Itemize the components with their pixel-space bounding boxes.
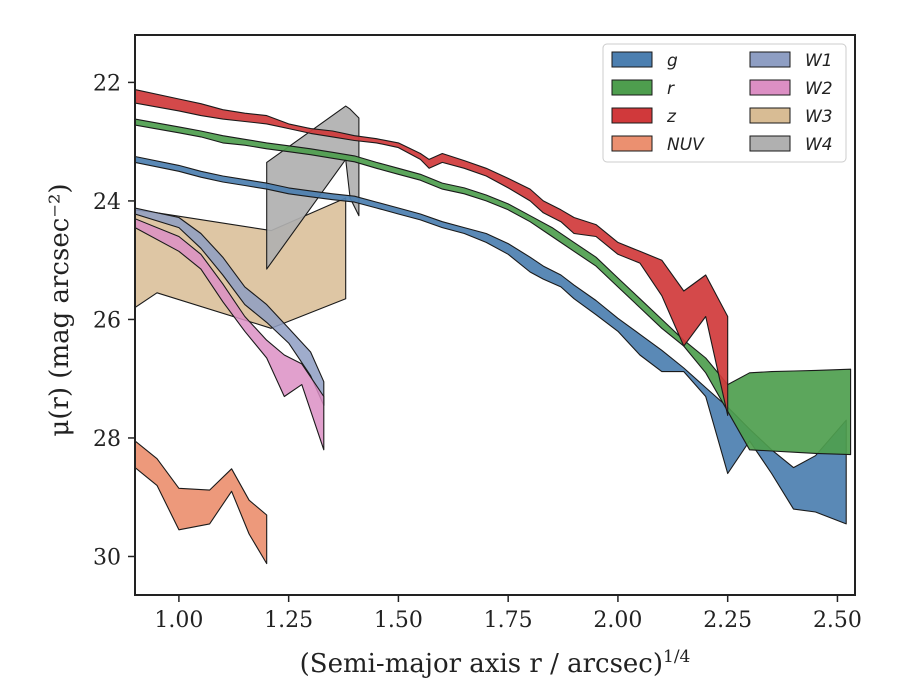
legend-box bbox=[602, 43, 847, 163]
legend-label-w4: W4 bbox=[805, 135, 833, 155]
x-tick-label: 1.50 bbox=[374, 608, 423, 633]
x-tick-label: 1.25 bbox=[264, 608, 313, 633]
y-tick-label: 24 bbox=[93, 190, 121, 215]
band-nuv bbox=[135, 440, 268, 565]
legend-swatch-z bbox=[611, 107, 653, 124]
x-tick-label: 1.75 bbox=[484, 608, 533, 633]
legend-swatch-nuv bbox=[611, 135, 653, 152]
legend-label-w2: W2 bbox=[805, 79, 833, 99]
x-tick-label: 2.50 bbox=[813, 608, 862, 633]
legend-label-g: g bbox=[667, 51, 678, 71]
legend-label-r: r bbox=[667, 79, 675, 99]
band-r bbox=[135, 118, 852, 456]
legend-label-z: z bbox=[666, 107, 677, 127]
y-tick-label: 22 bbox=[93, 71, 121, 96]
band-w2 bbox=[135, 218, 325, 451]
band-g bbox=[135, 155, 847, 525]
legend-swatch-w3 bbox=[749, 107, 791, 124]
legend-swatch-g bbox=[611, 51, 653, 68]
legend-label-w1: W1 bbox=[805, 51, 833, 71]
legend-swatch-w1 bbox=[749, 51, 791, 68]
legend-swatch-w2 bbox=[749, 79, 791, 96]
legend: grz NUV W1 W2 W3 W4 bbox=[602, 43, 847, 163]
legend-label-w3: W3 bbox=[805, 107, 833, 127]
y-tick-label: 26 bbox=[93, 308, 121, 333]
band-z bbox=[135, 88, 729, 416]
legend-swatch-r bbox=[611, 79, 653, 96]
bands-layer bbox=[135, 88, 852, 565]
y-tick-label: 28 bbox=[93, 427, 121, 452]
ticks-layer: 1.00 1.25 1.50 1.75 2.00 2.25 2.50 22 24 26 28 30 bbox=[93, 71, 862, 633]
x-tick-label: 2.00 bbox=[593, 608, 642, 633]
legend-swatch-w4 bbox=[749, 135, 791, 152]
y-axis-label: μ(r) (mag arcsec⁻²) bbox=[45, 183, 75, 436]
x-axis-label: (Semi-major axis r / arcsec)1/4 bbox=[300, 647, 691, 679]
plot-frame bbox=[134, 34, 856, 596]
x-axis-label-exponent: 1/4 bbox=[663, 647, 690, 667]
x-tick-label: 1.00 bbox=[154, 608, 203, 633]
legend-label-nuv: NUV bbox=[667, 135, 705, 155]
y-tick-label: 30 bbox=[93, 545, 121, 570]
x-tick-label: 2.25 bbox=[703, 608, 752, 633]
